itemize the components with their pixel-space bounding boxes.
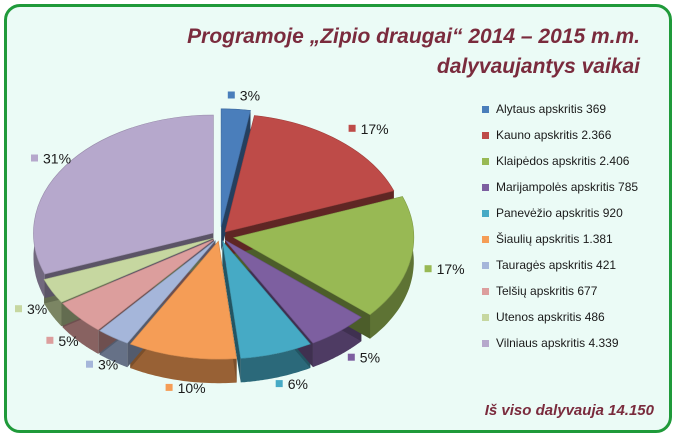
legend-label: Klaipėdos apskritis 2.406 xyxy=(496,154,630,168)
pie-slice-side xyxy=(240,344,311,383)
pie-slice xyxy=(224,115,395,233)
chart-title: Programoje „Zipio draugai“ 2014 – 2015 m… xyxy=(80,22,640,82)
pie-slice xyxy=(232,196,415,316)
legend-swatch xyxy=(482,209,489,217)
legend-swatch xyxy=(482,287,489,295)
legend-swatch xyxy=(482,131,489,139)
legend-swatch xyxy=(482,261,489,269)
legend-item: Telšių apskritis 677 xyxy=(482,278,662,304)
legend-label: Alytaus apskritis 369 xyxy=(496,102,607,116)
pie-slice xyxy=(62,239,215,331)
legend-swatch xyxy=(482,157,489,165)
legend-item: Alytaus apskritis 369 xyxy=(482,96,662,122)
legend-item: Tauragės apskritis 421 xyxy=(482,252,662,278)
legend-swatch xyxy=(482,235,489,243)
pie-slice-side xyxy=(130,344,237,384)
pie-slice xyxy=(99,240,216,344)
total-participants: Iš viso dalyvauja 14.150 xyxy=(484,402,654,419)
chart-title-line1: Programoje „Zipio draugai“ 2014 – 2015 m… xyxy=(187,25,640,48)
data-label-swatch xyxy=(31,154,38,162)
legend-swatch xyxy=(482,183,489,191)
data-label: 31% xyxy=(43,151,71,167)
legend-item: Kauno apskritis 2.366 xyxy=(482,122,662,148)
legend-label: Vilniaus apskritis 4.339 xyxy=(496,336,619,350)
data-label-swatch xyxy=(424,265,432,273)
data-label-swatch xyxy=(348,124,356,132)
pie-slice xyxy=(220,108,251,227)
pie-slice xyxy=(221,240,311,359)
legend-label: Šiaulių apskritis 1.381 xyxy=(496,232,613,246)
pie-slice-wall xyxy=(221,110,251,251)
legend-swatch xyxy=(482,313,489,321)
data-label: 17% xyxy=(361,121,389,137)
legend-item: Klaipėdos apskritis 2.406 xyxy=(482,148,662,174)
legend-swatch xyxy=(482,339,489,347)
pie-slice-side xyxy=(370,196,414,339)
pie-slice xyxy=(33,114,214,275)
legend-item: Marijampolės apskritis 785 xyxy=(482,174,662,200)
legend-swatch xyxy=(482,105,489,113)
data-label: 5% xyxy=(360,350,380,366)
data-label: 10% xyxy=(178,380,206,396)
data-label: 3% xyxy=(27,301,47,317)
legend-label: Tauragės apskritis 421 xyxy=(496,258,617,272)
data-label-swatch xyxy=(347,353,355,361)
data-label-swatch xyxy=(15,305,22,313)
data-label: 3% xyxy=(98,357,118,373)
legend-label: Panevėžio apskritis 920 xyxy=(496,206,623,220)
data-label: 5% xyxy=(58,333,78,349)
chart-title-line2: dalyvaujantys vaikai xyxy=(436,55,640,78)
data-label: 17% xyxy=(437,261,465,277)
pie-slice xyxy=(224,239,362,344)
chart-legend: Alytaus apskritis 369 Kauno apskritis 2.3… xyxy=(482,96,662,356)
legend-label: Telšių apskritis 677 xyxy=(496,284,598,298)
legend-item: Utenos apskritis 486 xyxy=(482,304,662,330)
data-label-swatch xyxy=(275,380,283,388)
legend-label: Utenos apskritis 486 xyxy=(496,310,605,324)
legend-item: Panevėžio apskritis 920 xyxy=(482,200,662,226)
data-label: 6% xyxy=(288,376,308,392)
data-label-swatch xyxy=(46,336,54,344)
data-label-swatch xyxy=(227,91,235,99)
pie-slice xyxy=(129,240,237,360)
data-label: 3% xyxy=(240,88,260,104)
data-label-swatch xyxy=(86,360,93,368)
legend-label: Kauno apskritis 2.366 xyxy=(496,128,612,142)
pie-slice xyxy=(43,238,213,303)
legend-item: Vilniaus apskritis 4.339 xyxy=(482,330,662,356)
data-label-swatch xyxy=(165,383,173,391)
pie-slice-wall xyxy=(222,241,241,383)
legend-label: Marijampolės apskritis 785 xyxy=(496,180,639,194)
legend-item: Šiaulių apskritis 1.381 xyxy=(482,226,662,252)
